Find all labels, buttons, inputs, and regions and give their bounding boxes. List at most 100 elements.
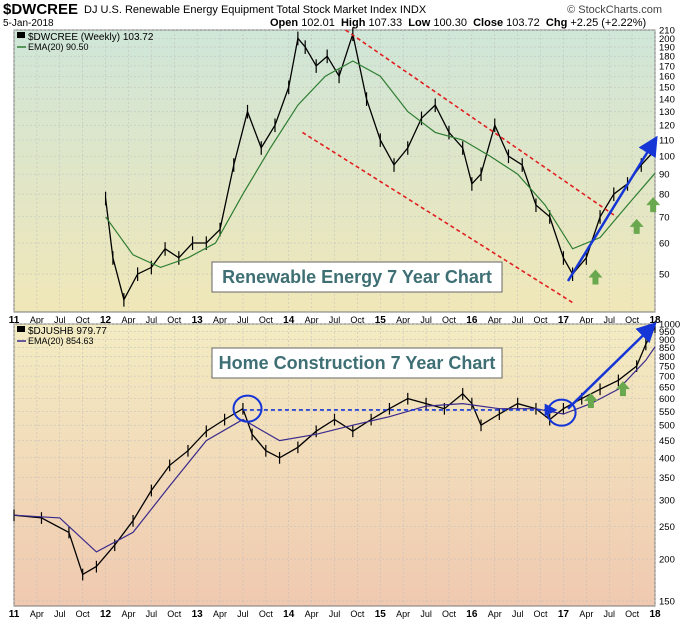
top-legend-ema: EMA(20) 90.50 <box>28 42 89 52</box>
bottom-x-tick-label: Oct <box>534 609 549 619</box>
top-y-tick-label: 200 <box>659 34 675 45</box>
bottom-y-tick-label: 800 <box>659 352 675 363</box>
top-x-tick-label: Oct <box>534 315 549 325</box>
top-x-tick-label: Jul <box>420 315 432 325</box>
top-y-tick-label: 70 <box>659 212 670 223</box>
top-x-tick-label: Apr <box>488 315 502 325</box>
top-y-tick-label: 90 <box>659 170 670 181</box>
bottom-chart-title: Home Construction 7 Year Chart <box>219 353 496 373</box>
bottom-x-tick-label: Oct <box>442 609 457 619</box>
symbol-description: DJ U.S. Renewable Energy Equipment Total… <box>84 4 427 16</box>
bottom-y-tick-label: 900 <box>659 335 675 346</box>
bottom-y-tick-label: 550 <box>659 407 675 418</box>
green-up-arrow-icon <box>629 218 644 234</box>
bottom-y-tick-label: 250 <box>659 522 675 533</box>
top-x-tick-label: Oct <box>350 315 365 325</box>
top-y-tick-label: 160 <box>659 72 675 83</box>
top-x-tick-label: Apr <box>305 315 319 325</box>
bottom-y-tick-label: 850 <box>659 343 675 354</box>
top-x-tick-label: Jul <box>329 315 341 325</box>
top-x-tick-label: 17 <box>558 315 570 326</box>
bottom-x-tick-label: Jul <box>603 609 615 619</box>
green-up-arrow-icon <box>646 197 661 213</box>
green-up-arrow-icon <box>588 269 603 285</box>
top-x-tick-label: Oct <box>442 315 457 325</box>
bottom-x-tick-label: Oct <box>167 609 182 619</box>
channel-upper-line <box>345 29 617 218</box>
bottom-breakout-arrow <box>567 321 657 410</box>
top-y-tick-label: 210 <box>659 26 675 37</box>
stockcharts-credit[interactable]: © StockCharts.com <box>567 4 662 16</box>
bottom-x-tick-label: Jul <box>329 609 341 619</box>
chg-value: +2.25 (+2.22%) <box>570 17 647 29</box>
top-x-tick-label: Jul <box>512 315 524 325</box>
bottom-legend-price: $DJUSHB 979.77 <box>28 326 107 337</box>
bottom-y-tick-label: 600 <box>659 394 675 405</box>
bottom-x-tick-label: Oct <box>259 609 274 619</box>
price-bars-icon <box>17 32 25 38</box>
top-y-tick-label: 140 <box>659 94 675 105</box>
bottom-x-tick-label: Jul <box>54 609 66 619</box>
bottom-x-tick-label: Apr <box>579 609 593 619</box>
quote-date: 5-Jan-2018 <box>3 18 54 29</box>
green-up-arrow-icon <box>615 381 630 397</box>
bottom-x-tick-label: Apr <box>488 609 502 619</box>
bottom-title-box <box>211 347 503 379</box>
bottom-x-tick-label: Jul <box>237 609 249 619</box>
top-y-tick-label: 100 <box>659 152 675 163</box>
bottom-y-tick-label: 650 <box>659 382 675 393</box>
top-chart-title: Renewable Energy 7 Year Chart <box>222 267 492 287</box>
top-x-tick-label: 14 <box>283 315 295 326</box>
bottom-x-tick-label: 14 <box>283 609 295 620</box>
bottom-x-tick-label: Jul <box>146 609 158 619</box>
chart-header: $DWCREE DJ U.S. Renewable Energy Equipme… <box>0 0 700 29</box>
top-x-tick-label: 11 <box>9 315 20 326</box>
top-x-tick-label: Oct <box>625 315 640 325</box>
high-value: 107.33 <box>368 17 403 29</box>
bottom-x-tick-label: Apr <box>121 609 135 619</box>
bottom-x-tick-label: Apr <box>305 609 319 619</box>
open-label: Open <box>270 17 299 29</box>
top-y-tick-label: 180 <box>659 52 675 63</box>
top-x-tick-label: Jul <box>237 315 249 325</box>
bottom-x-tick-label: 18 <box>649 609 661 620</box>
top-y-tick-label: 60 <box>659 239 670 250</box>
bottom-x-tick-label: 13 <box>192 609 204 620</box>
top-x-tick-label: Oct <box>167 315 182 325</box>
channel-lower-line <box>302 131 575 305</box>
quote-line: Open 102.01 High 107.33 Low 100.30 Close… <box>270 17 646 29</box>
top-x-tick-label: 16 <box>466 315 478 326</box>
high-label: High <box>340 17 366 29</box>
bottom-x-tick-label: 11 <box>9 609 20 620</box>
bottom-x-tick-label: Oct <box>625 609 640 619</box>
chg-label: Chg <box>545 17 568 29</box>
highlight-circle <box>546 398 577 427</box>
top-ema-line <box>105 60 656 269</box>
bottom-x-tick-label: 17 <box>558 609 570 620</box>
top-y-tick-label: 110 <box>659 135 674 146</box>
top-x-tick-label: 15 <box>375 315 387 326</box>
bottom-x-tick-label: 12 <box>100 609 112 620</box>
bottom-y-tick-label: 300 <box>659 495 675 506</box>
bottom-y-tick-label: 1000 <box>659 320 680 331</box>
bottom-x-tick-label: Apr <box>396 609 410 619</box>
bottom-y-tick-label: 700 <box>659 372 675 383</box>
bottom-x-tick-label: Oct <box>76 609 91 619</box>
bottom-y-tick-label: 500 <box>659 421 675 432</box>
bottom-x-tick-label: Jul <box>420 609 432 619</box>
bottom-y-tick-label: 150 <box>659 597 675 608</box>
top-x-tick-label: Apr <box>121 315 135 325</box>
top-title-box <box>211 261 503 293</box>
bottom-legend-ema: EMA(20) 854.63 <box>28 336 94 346</box>
top-y-tick-label: 190 <box>659 43 675 54</box>
top-x-tick-label: Apr <box>30 315 44 325</box>
top-y-tick-label: 80 <box>659 190 670 201</box>
bottom-y-tick-label: 950 <box>659 327 675 338</box>
bottom-x-tick-label: Apr <box>213 609 227 619</box>
bottom-y-tick-label: 750 <box>659 362 675 373</box>
low-value: 100.30 <box>433 17 467 29</box>
bottom-y-tick-label: 200 <box>659 555 675 566</box>
renewable-energy-panel: 50 60 70 80 90 100 110 120 130 140150160170180190… <box>9 26 675 327</box>
home-construction-panel: 1502002503003504004505005506006507007508… <box>9 320 680 621</box>
top-y-tick-label: 120 <box>659 121 675 132</box>
